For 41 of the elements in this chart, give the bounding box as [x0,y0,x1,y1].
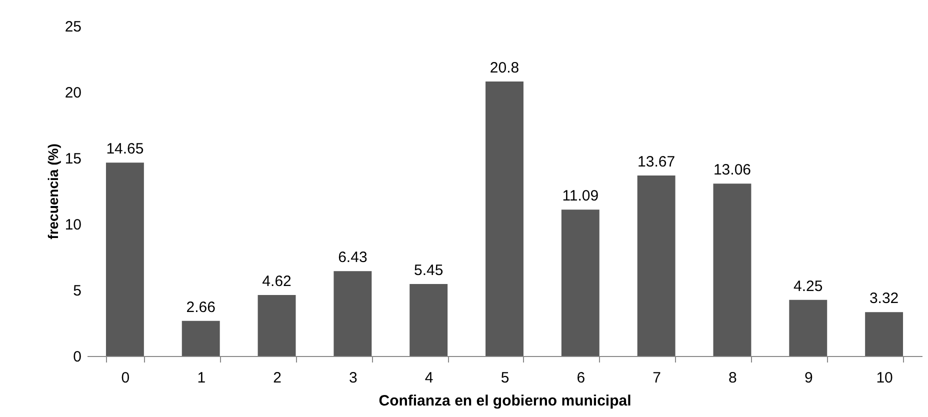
x-tick-label: 8 [728,370,737,386]
data-label: 13.67 [638,154,676,171]
data-label: 13.06 [713,162,751,179]
x-tick-label: 1 [197,370,206,386]
y-tick-label: 25 [64,18,82,36]
y-tick-label: 0 [73,348,82,366]
bar [106,162,144,356]
y-tick-label: 10 [64,216,82,234]
bar [410,284,448,356]
x-tick-label: 0 [121,370,130,386]
x-tick-label: 5 [500,370,510,386]
x-tick-label: 7 [652,370,661,386]
y-tick-label: 15 [64,150,82,168]
y-tick-label: 5 [73,282,82,300]
bar [486,81,524,356]
data-label: 2.66 [186,298,216,316]
data-label: 6.43 [338,249,368,266]
data-label: 11.09 [562,188,599,205]
bar [561,210,600,356]
data-label: 5.45 [414,262,444,280]
x-tick-label: 2 [273,370,282,386]
data-label: 3.32 [869,290,899,308]
bar [334,271,372,356]
x-tick-label: 4 [424,370,434,386]
bar [789,300,828,356]
data-label: 4.25 [794,278,823,295]
bar [258,295,296,356]
x-tick-label: 6 [576,370,586,386]
bar [637,176,676,356]
y-tick-label: 20 [64,84,82,102]
y-axis-title: frecuencia (%) [44,144,61,240]
data-label: 20.8 [490,59,520,76]
bar [713,184,752,356]
data-label: 4.62 [262,273,292,290]
data-label: 14.65 [106,140,144,158]
x-axis-title: Confianza en el gobierno municipal [378,392,632,410]
bar [865,312,904,356]
x-tick-label: 3 [349,370,358,386]
x-tick-label: 10 [876,370,893,386]
bar [182,320,220,356]
x-tick-label: 9 [804,370,813,386]
